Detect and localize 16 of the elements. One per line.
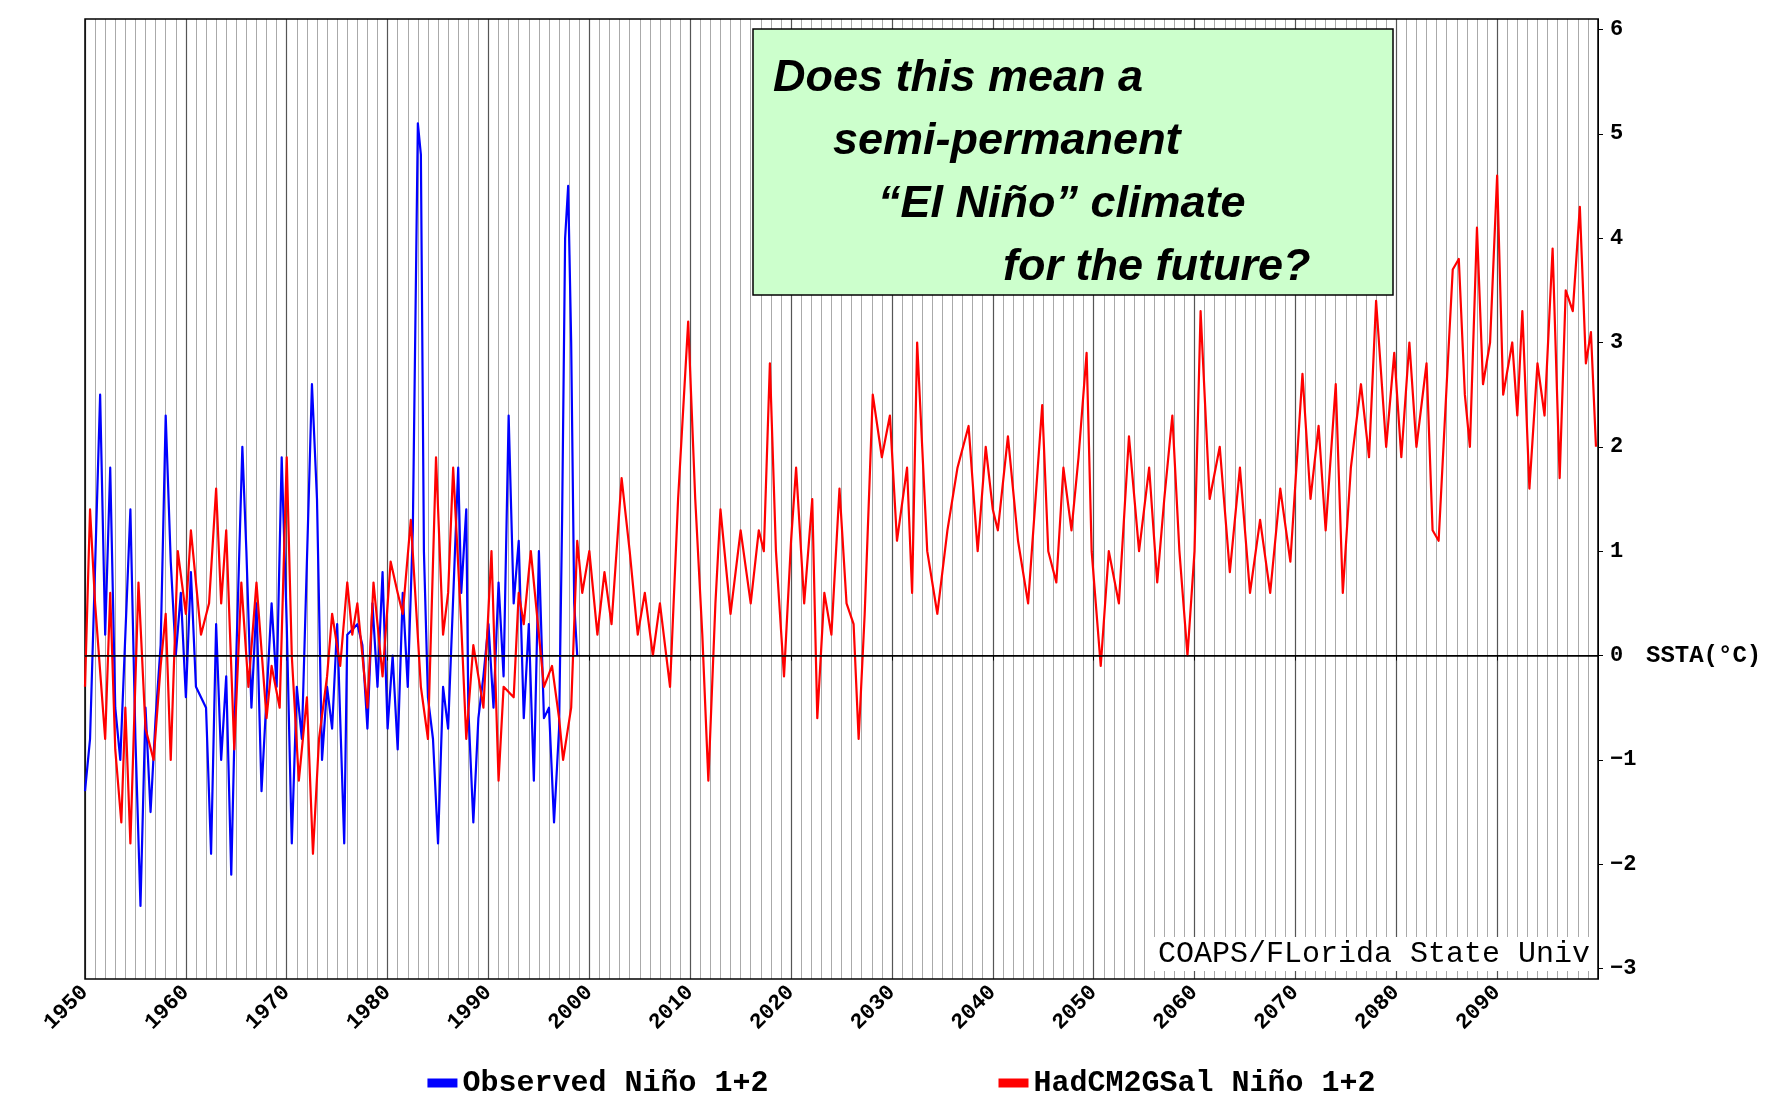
y-tick-label: 1 bbox=[1610, 538, 1624, 564]
y-tick-label: 5 bbox=[1610, 121, 1624, 147]
annotation: COAPS/FLorida State Univ bbox=[1157, 937, 1590, 971]
y-tick-label: −1 bbox=[1610, 747, 1637, 773]
y-tick-label: 0 bbox=[1610, 643, 1624, 669]
line-series bbox=[83, 122, 579, 908]
legend-label: Observed Niño 1+2 bbox=[462, 1066, 769, 1097]
annotation: Does this mean a semi-permanent “El Niño” climate for the future? bbox=[773, 50, 1311, 290]
y-axis-title: SSTA(°C) bbox=[1646, 642, 1762, 670]
y-tick-label: 3 bbox=[1610, 329, 1624, 355]
y-tick-label: 4 bbox=[1610, 225, 1624, 251]
y-tick-label: −2 bbox=[1610, 851, 1637, 877]
y-tick-label: −3 bbox=[1610, 956, 1637, 982]
y-tick-label: 2 bbox=[1610, 434, 1624, 460]
y-tick-label: 6 bbox=[1610, 16, 1624, 42]
legend-label: HadCM2GSal Niño 1+2 bbox=[1033, 1066, 1376, 1097]
